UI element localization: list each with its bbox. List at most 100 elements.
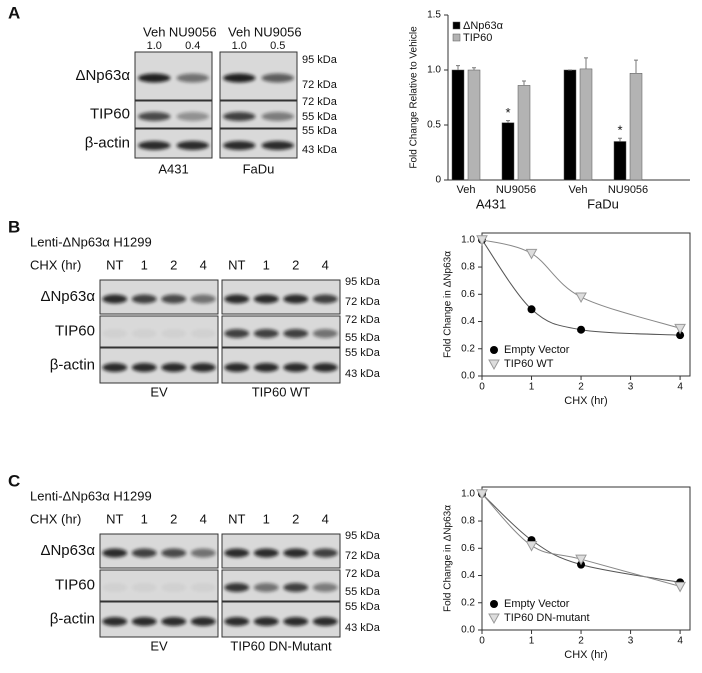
plot-frame: [481, 486, 691, 631]
data-point: [674, 323, 686, 335]
blot-title: Lenti-ΔNp63α H1299: [30, 488, 152, 503]
blot-band: [223, 73, 256, 83]
row-label: TIP60: [55, 322, 95, 339]
data-point: [674, 581, 686, 593]
kda-marker: 95 kDa: [345, 276, 381, 288]
legend-label: ΔNp63α: [463, 20, 504, 32]
y-tick-label: 0.2: [461, 597, 475, 608]
quant-label: 1.0: [232, 40, 247, 52]
blot-title: Lenti-ΔNp63α H1299: [30, 234, 152, 249]
legend-label: TIP60 WT: [504, 358, 554, 370]
significance-mark: *: [505, 105, 510, 120]
x-tick-label: 4: [677, 382, 683, 393]
data-point: [575, 292, 587, 304]
blot-band: [131, 294, 157, 304]
legend-label: TIP60 DN-mutant: [504, 612, 590, 624]
blot-group-label: EV: [150, 638, 168, 653]
kda-marker: 55 kDa: [345, 586, 381, 598]
blot-band: [261, 112, 294, 121]
legend-marker: [490, 600, 498, 608]
quant-label: 0.5: [270, 40, 285, 52]
legend-label: TIP60: [463, 32, 492, 44]
blot-band: [312, 583, 338, 592]
error-bar: [456, 65, 460, 70]
blot-band: [161, 363, 187, 372]
y-tick-label: 0.6: [461, 543, 475, 554]
kda-marker: 72 kDa: [345, 296, 381, 308]
blot-group-label: TIP60 WT: [252, 384, 311, 399]
x-tick-label: NU9056: [496, 184, 536, 196]
blot-band: [253, 329, 279, 338]
blot-band: [224, 294, 250, 304]
row-label: TIP60: [90, 105, 130, 122]
blot-band: [131, 583, 157, 592]
blot-band: [190, 617, 216, 626]
lane-label: NU9056: [254, 24, 302, 39]
kda-marker: 55 kDa: [345, 601, 381, 613]
blot-band: [312, 548, 338, 558]
blot-group-label: A431: [158, 161, 188, 176]
blot-band: [261, 141, 294, 150]
legend-label: Empty Vector: [504, 344, 570, 356]
blot-band: [224, 617, 250, 626]
blot-band: [131, 363, 157, 372]
legend-swatch: [452, 33, 461, 42]
row-label: TIP60: [55, 576, 95, 593]
blot-band: [253, 548, 279, 558]
x-tick-label: 0: [479, 382, 485, 393]
group-label: FaDu: [587, 196, 619, 211]
series-line: [481, 239, 681, 329]
blot-band: [253, 294, 279, 304]
blot-band: [131, 548, 157, 558]
y-tick-label: 0.8: [461, 262, 475, 273]
quant-label: 0.4: [185, 40, 200, 52]
blot-group-label: TIP60 DN-Mutant: [230, 638, 332, 653]
blot-band: [261, 73, 294, 83]
error-bar: [522, 80, 526, 86]
blot-band: [312, 294, 338, 304]
y-axis-label: Fold Change in ΔNp63α: [443, 251, 454, 358]
blot-group-label: EV: [150, 384, 168, 399]
blot-band: [283, 363, 309, 372]
x-tick-label: NU9056: [608, 184, 648, 196]
lane-label: 2: [292, 257, 299, 272]
y-axis-label: Fold Change in ΔNp63α: [443, 505, 454, 612]
x-tick-label: 2: [578, 636, 584, 647]
kda-marker: 55 kDa: [302, 125, 338, 137]
panel-label: B: [8, 217, 20, 236]
time-label: CHX (hr): [30, 511, 81, 526]
blot-band: [138, 73, 171, 83]
blot-band: [283, 548, 309, 558]
lane-label: 2: [292, 511, 299, 526]
blot-band: [190, 583, 216, 592]
panel-label: A: [8, 3, 20, 22]
blot-band: [283, 617, 309, 626]
y-tick-label: 1.5: [427, 10, 441, 21]
lane-label: 1: [141, 511, 148, 526]
lane-label: 1: [263, 511, 270, 526]
panel-label: C: [8, 471, 20, 490]
blot-band: [253, 583, 279, 592]
y-tick-label: 1.0: [427, 65, 441, 76]
lane-label: NT: [228, 511, 245, 526]
plot-frame: [481, 232, 691, 377]
bar: [563, 69, 577, 181]
bar: [629, 73, 643, 181]
kda-marker: 55 kDa: [345, 332, 381, 344]
x-tick-label: Veh: [457, 184, 476, 196]
x-tick-label: 1: [529, 382, 535, 393]
blot-band: [223, 112, 256, 121]
bar: [517, 85, 531, 181]
blot-band: [253, 363, 279, 372]
legend-label: Empty Vector: [504, 598, 570, 610]
legend-marker: [488, 359, 500, 371]
blot-band: [283, 329, 309, 338]
y-tick-label: 0.4: [461, 570, 475, 581]
row-label: ΔNp63α: [75, 67, 130, 84]
data-point: [527, 305, 536, 314]
kda-marker: 55 kDa: [345, 347, 381, 359]
y-tick-label: 1.0: [461, 234, 475, 245]
blot-band: [131, 329, 157, 338]
x-tick-label: 0: [479, 636, 485, 647]
time-label: CHX (hr): [30, 257, 81, 272]
